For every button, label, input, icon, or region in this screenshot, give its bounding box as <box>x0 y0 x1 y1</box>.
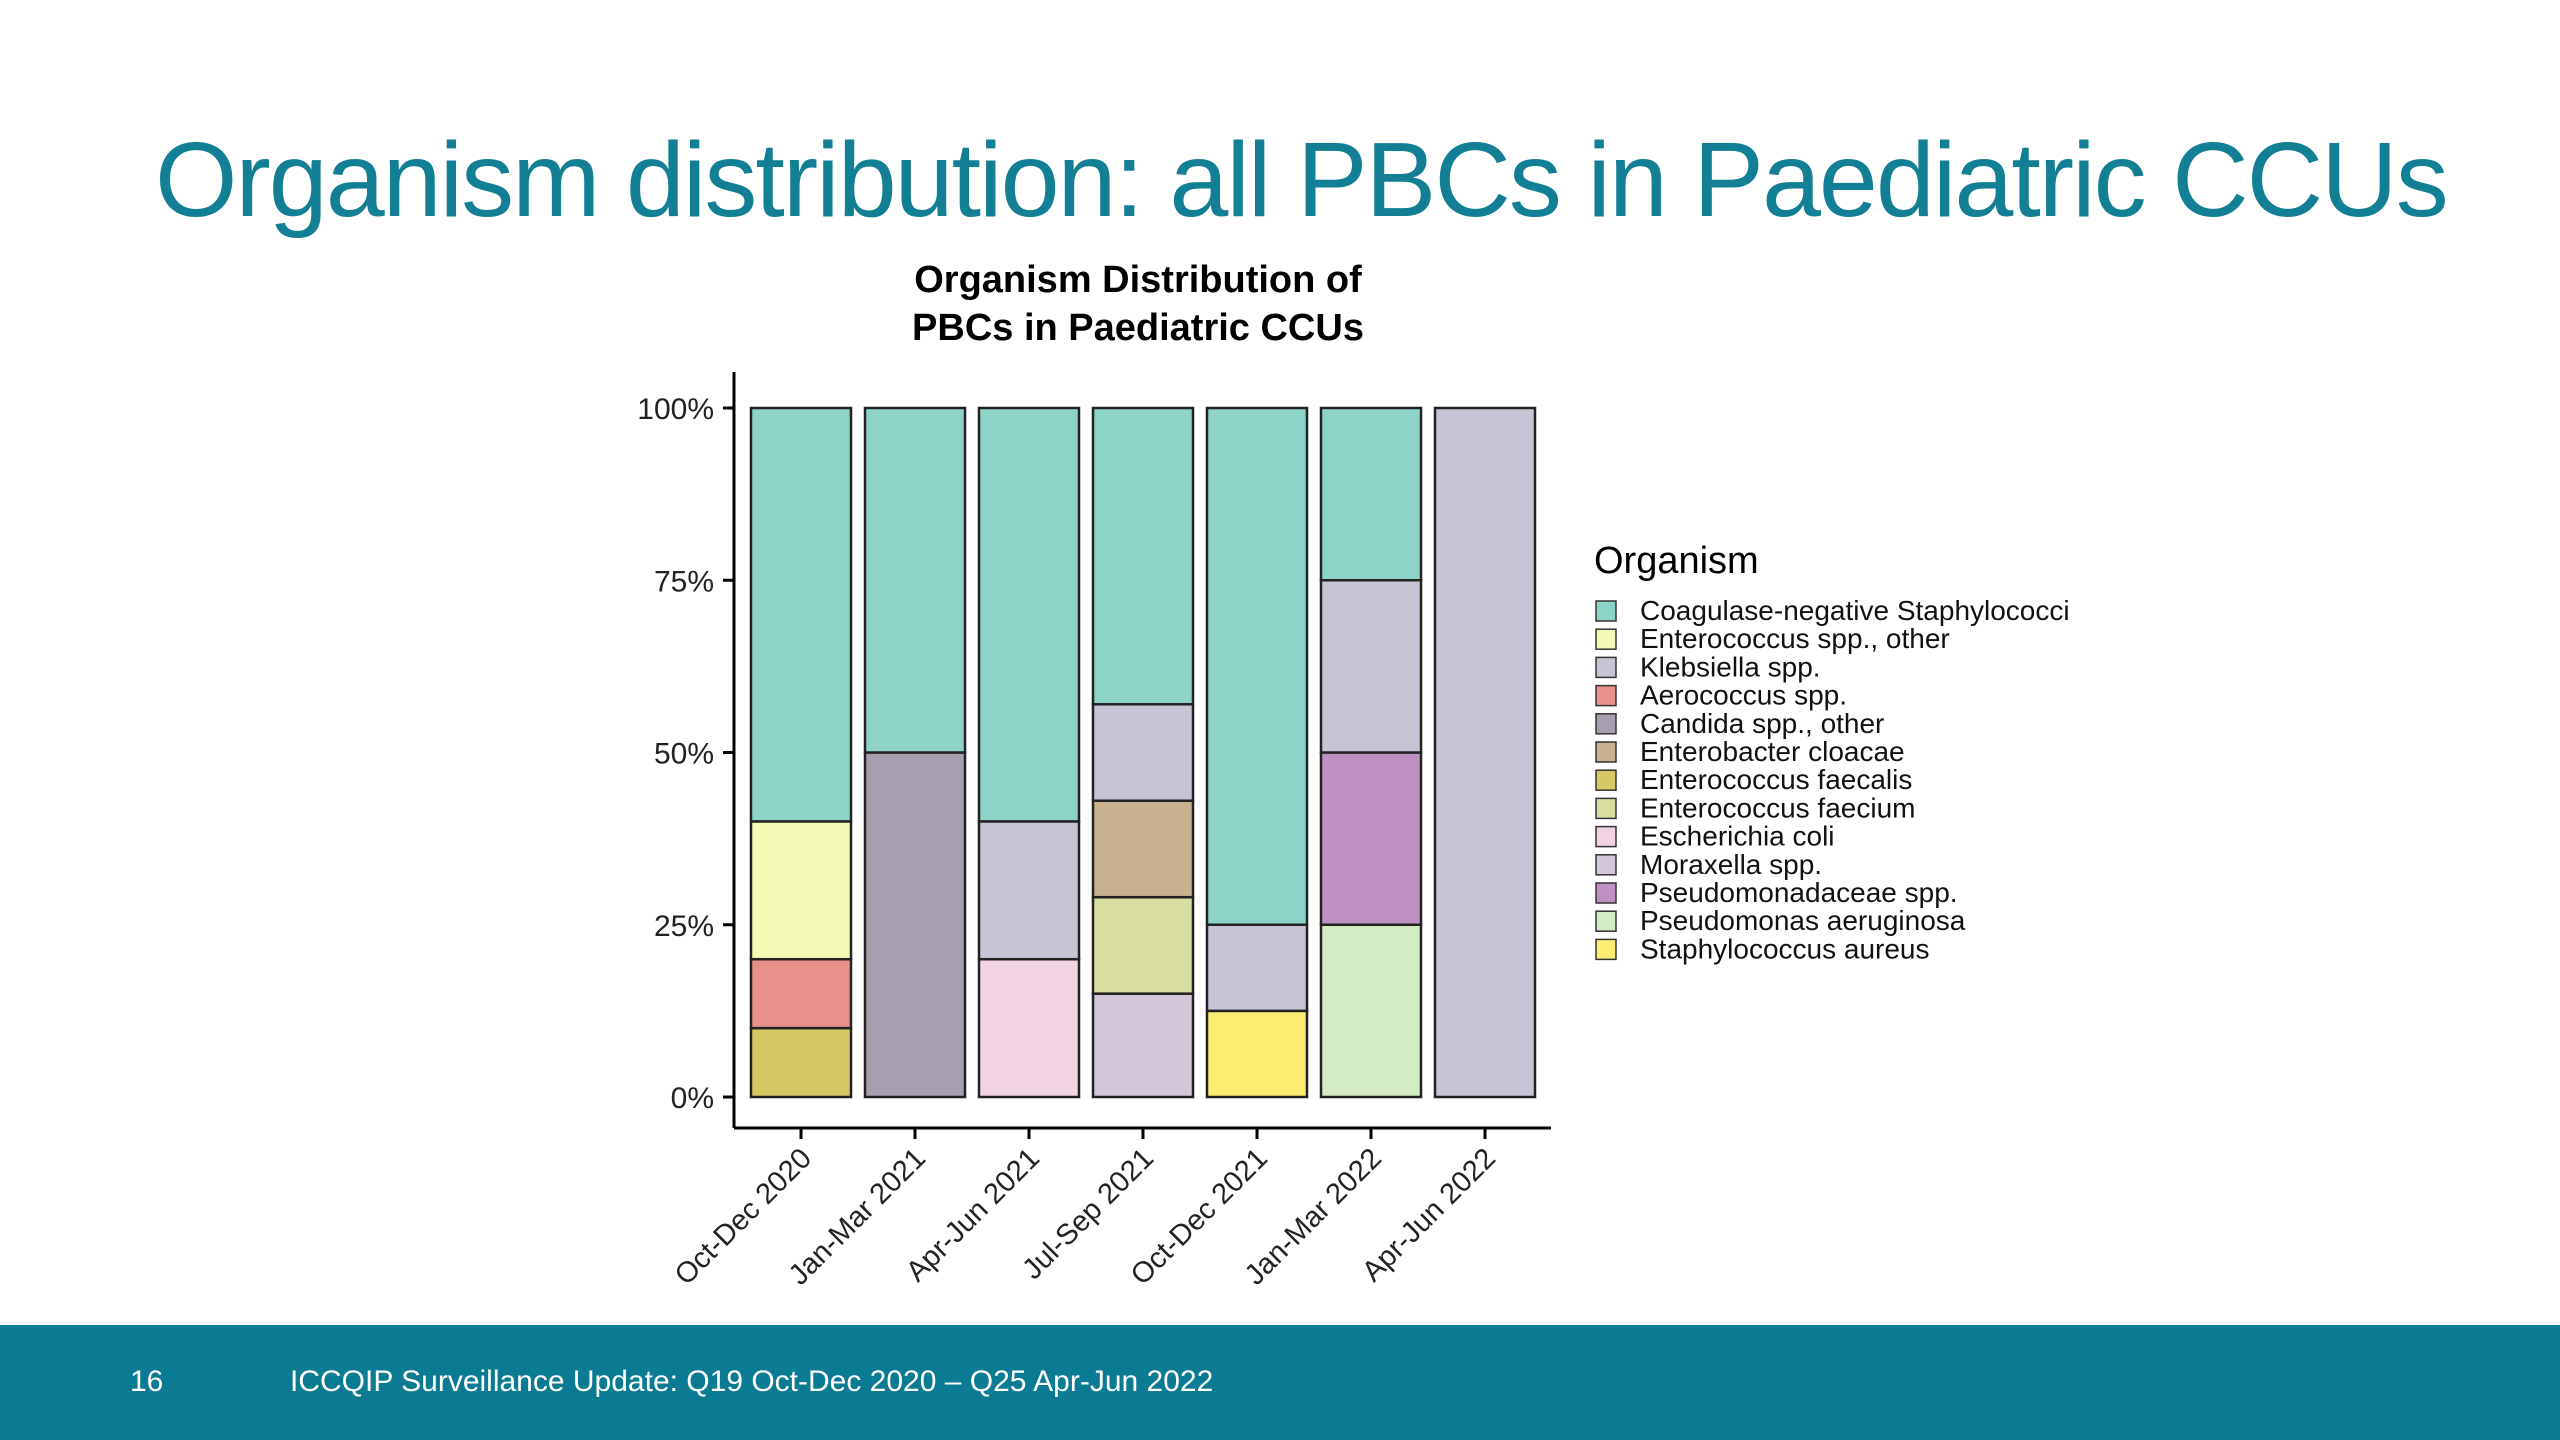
bar-segment <box>1091 703 1195 802</box>
legend-label: Staphylococcus aureus <box>1640 933 1930 964</box>
y-tick-label: 50% <box>654 738 714 771</box>
legend-swatch <box>1595 628 1617 650</box>
legend-swatch <box>1595 741 1617 763</box>
bar-segment <box>1205 923 1309 1013</box>
legend-swatch <box>1595 684 1617 707</box>
legend-label: Coagulase-negative Staphylococci <box>1640 595 2070 626</box>
y-tick-label: 25% <box>654 910 714 943</box>
chart-title-line-2: PBCs in Paediatric CCUs <box>912 307 1364 349</box>
legend-label: Enterococcus faecium <box>1640 792 1915 823</box>
bar-segment <box>1091 992 1195 1099</box>
bar-segment <box>977 406 1081 823</box>
bar-segment <box>1091 895 1195 995</box>
chart-title-line-1: Organism Distribution of <box>914 259 1362 301</box>
legend-swatch <box>1595 882 1617 904</box>
legend-swatch <box>1595 713 1617 735</box>
bar-segment <box>1091 799 1195 899</box>
legend-label: Aerococcus spp. <box>1640 680 1847 711</box>
legend-swatch <box>1595 769 1617 791</box>
bar-segment <box>749 957 853 1030</box>
legend-swatch <box>1595 600 1617 622</box>
bar-segment <box>977 957 1081 1099</box>
bar-segment <box>863 406 967 754</box>
bar-segment <box>1319 751 1423 926</box>
footer-bar: 16 ICCQIP Surveillance Update: Q19 Oct-D… <box>0 1325 2560 1440</box>
legend-label: Pseudomonas aeruginosa <box>1640 905 1966 936</box>
legend-swatch <box>1595 910 1617 932</box>
footer-text: ICCQIP Surveillance Update: Q19 Oct-Dec … <box>290 1365 1214 1398</box>
y-axis: 0% 25% 50% 75% 100% <box>637 372 736 1128</box>
legend-label: Enterococcus faecalis <box>1640 764 1912 795</box>
legend-swatch <box>1595 854 1617 876</box>
legend-swatch <box>1595 825 1617 848</box>
bar-segment <box>977 820 1081 961</box>
bar-segment <box>1433 406 1537 1099</box>
legend-label: Moraxella spp. <box>1640 849 1822 880</box>
bar-segment <box>1319 923 1423 1099</box>
legend-label: Candida spp., other <box>1640 708 1884 739</box>
bar-segment <box>749 820 853 961</box>
stacked-bar-chart: Organism Distribution of PBCs in Paediat… <box>637 259 2070 1291</box>
legend-label: Escherichia coli <box>1640 821 1835 852</box>
bar-segment <box>1205 1009 1309 1099</box>
legend-swatch <box>1595 938 1617 961</box>
bar-segment <box>863 751 967 1099</box>
y-tick-label: 75% <box>654 565 714 598</box>
slide-title: Organism distribution: all PBCs in Paedi… <box>155 121 2449 239</box>
bar-segment <box>1319 579 1423 754</box>
legend: Organism Coagulase-negative Staphylococc… <box>1594 540 2070 964</box>
legend-label: Enterococcus spp., other <box>1640 623 1950 654</box>
bars <box>749 406 1537 1099</box>
bar-segment <box>749 406 853 823</box>
legend-label: Enterobacter cloacae <box>1640 736 1905 767</box>
bar-segment <box>749 1026 853 1099</box>
legend-swatch <box>1595 797 1617 820</box>
legend-swatch <box>1595 656 1617 679</box>
legend-title: Organism <box>1594 540 1759 582</box>
legend-label: Klebsiella spp. <box>1640 651 1821 682</box>
bar-segment <box>1091 406 1195 706</box>
bar-segment <box>1205 406 1309 926</box>
page-number: 16 <box>130 1365 164 1398</box>
y-tick-label: 100% <box>637 393 714 426</box>
legend-label: Pseudomonadaceae spp. <box>1640 877 1958 908</box>
y-tick-label: 0% <box>671 1082 714 1115</box>
bar-segment <box>1319 406 1423 582</box>
